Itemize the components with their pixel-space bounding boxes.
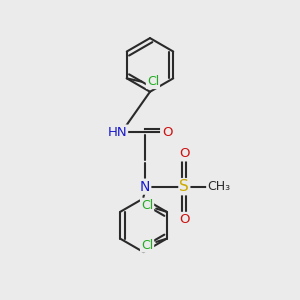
Text: O: O <box>179 147 190 161</box>
Text: O: O <box>179 213 190 226</box>
Text: S: S <box>179 179 189 194</box>
Text: Cl: Cl <box>141 199 153 212</box>
Text: Cl: Cl <box>141 239 153 252</box>
Text: Cl: Cl <box>147 75 159 88</box>
Text: O: O <box>163 125 173 139</box>
Text: HN: HN <box>107 125 127 139</box>
Text: CH₃: CH₃ <box>207 180 230 193</box>
Text: N: N <box>140 180 150 194</box>
